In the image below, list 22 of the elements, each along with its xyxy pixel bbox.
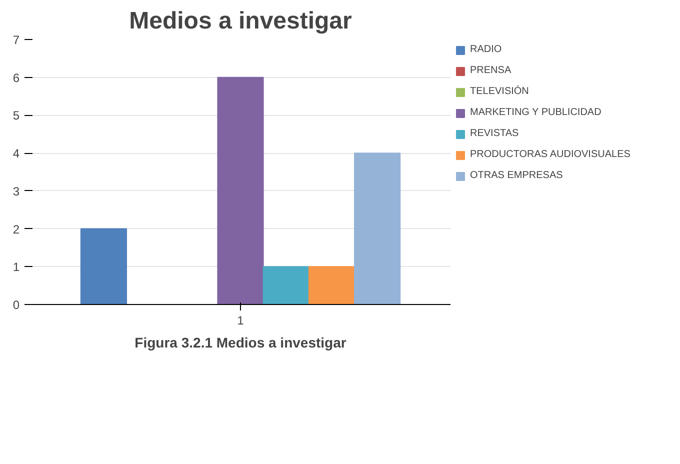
legend-label: REVISTAS (470, 128, 519, 139)
y-tick-label: 3 (12, 184, 20, 198)
bar (262, 266, 310, 304)
y-tick-label: 1 (12, 260, 20, 274)
chart-title: Medios a investigar (129, 8, 352, 34)
legend-label: PRODUCTORAS AUDIOVISUALES (470, 149, 630, 160)
y-tick-label: 0 (12, 298, 20, 312)
legend-label: RADIO (470, 44, 502, 55)
legend-label: PRENSA (470, 65, 512, 76)
y-tick-label: 6 (12, 70, 20, 85)
legend-label: OTRAS EMPRESAS (470, 170, 563, 181)
bar (217, 76, 264, 304)
y-tick-label: 7 (12, 33, 20, 47)
legend-label: TELEVISIÓN (470, 86, 529, 97)
bar (354, 152, 401, 304)
y-tick-label: 4 (12, 146, 20, 161)
bar (308, 266, 355, 304)
y-tick-label: 5 (12, 108, 20, 123)
y-tick-label: 2 (12, 222, 20, 236)
legend-label: MARKETING Y PUBLICIDAD (470, 107, 602, 118)
text: Figura 3.2.1 Medios a investigar (134, 334, 347, 350)
bar (80, 228, 127, 304)
